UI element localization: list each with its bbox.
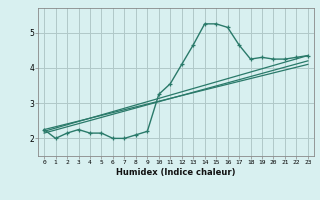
X-axis label: Humidex (Indice chaleur): Humidex (Indice chaleur): [116, 168, 236, 177]
